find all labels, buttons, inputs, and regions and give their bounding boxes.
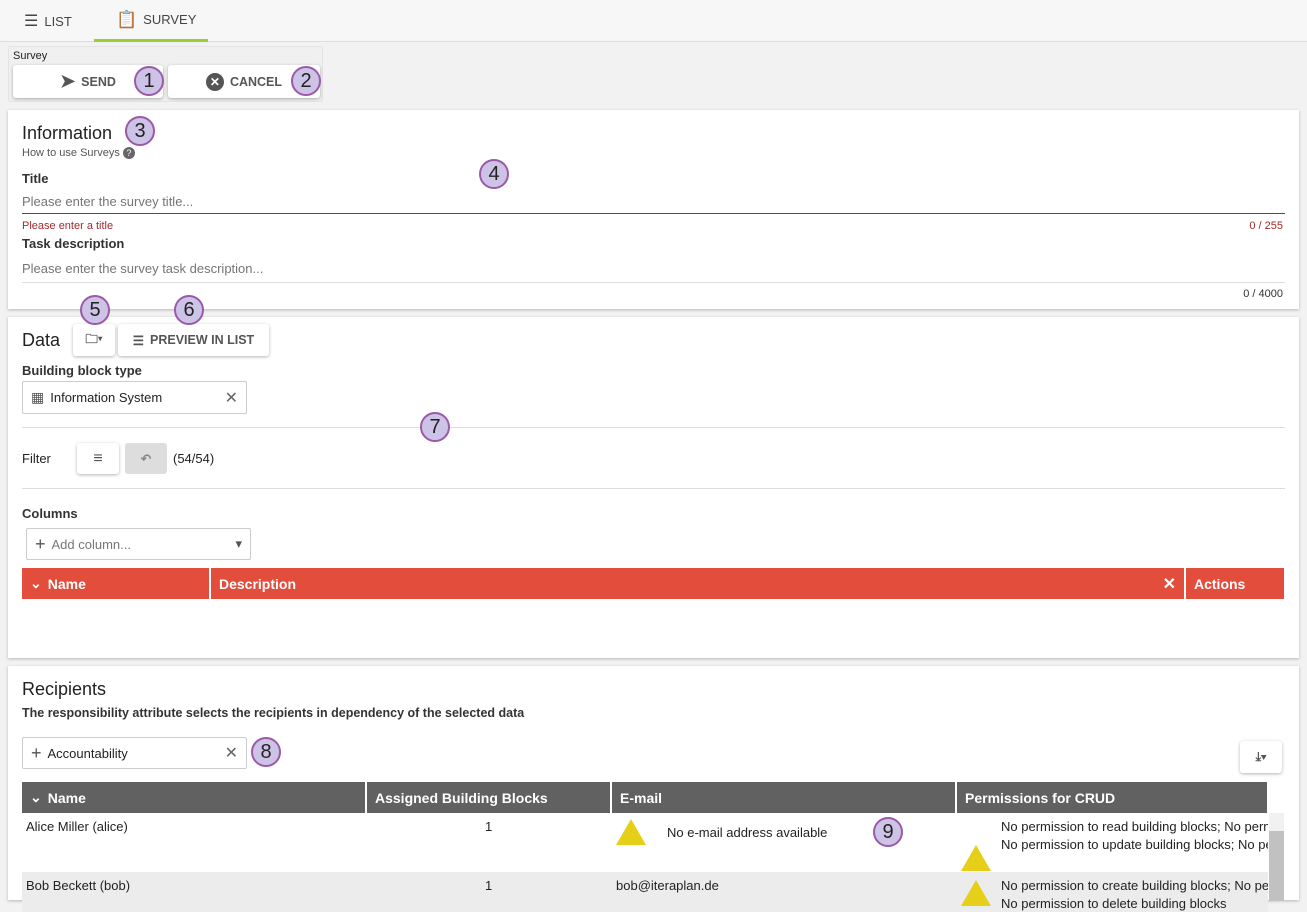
- filter-label: Filter: [22, 451, 51, 466]
- cancel-circle-icon: ✕: [205, 72, 224, 91]
- grid-icon: ▦: [31, 389, 45, 405]
- filter-count: (54/54): [173, 451, 215, 466]
- column-header-permissions[interactable]: Permissions for CRUD: [957, 782, 1267, 813]
- recipients-card: Recipients The responsibility attribute …: [8, 666, 1299, 912]
- information-heading: Information: [22, 123, 113, 143]
- send-icon: ➤: [60, 71, 76, 91]
- recipients-description: The responsibility attribute selects the…: [22, 706, 525, 720]
- clear-icon[interactable]: ✕: [224, 745, 238, 762]
- filter-button[interactable]: ≡: [77, 443, 119, 474]
- scrollbar[interactable]: [1269, 813, 1284, 901]
- survey-toolbar: Survey ➤ SEND ✕ CANCEL: [8, 46, 323, 102]
- data-card: Data 🗀▾ ☰ PREVIEW IN LIST Building block …: [8, 317, 1299, 658]
- responsibility-attribute-select[interactable]: + Accountability ✕: [22, 737, 247, 769]
- table-row[interactable]: Alice Miller (alice) 1 No e-mail address…: [22, 813, 1268, 872]
- building-block-select[interactable]: ▦ Information System ✕: [22, 381, 247, 414]
- add-column-select[interactable]: + Add column... ▾: [26, 528, 251, 560]
- folder-icon: 🗀▾: [85, 331, 103, 346]
- tab-list[interactable]: ☰ LIST: [24, 13, 72, 30]
- export-button[interactable]: ⤓▾: [1240, 741, 1282, 773]
- title-label: Title: [22, 171, 49, 186]
- description-input[interactable]: [22, 255, 1285, 283]
- column-header-description[interactable]: Description ✕: [211, 568, 1184, 599]
- table-row[interactable]: Bob Beckett (bob) 1 bob@iteraplan.de No …: [22, 872, 1268, 912]
- clipboard-icon: 📋: [116, 9, 138, 29]
- description-counter: 0 / 4000: [1243, 288, 1283, 300]
- column-header-actions: Actions: [1186, 568, 1284, 599]
- callout-badge: 8: [251, 737, 281, 767]
- download-icon: ⤓▾: [1255, 749, 1267, 764]
- filter-icon: ≡: [93, 449, 103, 467]
- column-header-assigned[interactable]: Assigned Building Blocks: [367, 782, 610, 813]
- column-header-name[interactable]: ⌄ Name: [22, 782, 365, 813]
- callout-badge: 5: [80, 295, 110, 325]
- callout-badge: 6: [174, 295, 204, 325]
- tab-survey[interactable]: 📋 SURVEY: [94, 0, 208, 42]
- folder-menu-button[interactable]: 🗀▾: [73, 324, 115, 356]
- preview-in-list-button[interactable]: ☰ PREVIEW IN LIST: [118, 324, 269, 356]
- information-card: Information How to use Surveys ? Title P…: [8, 110, 1299, 309]
- warning-icon: [961, 845, 991, 871]
- clear-icon[interactable]: ✕: [224, 389, 238, 407]
- list-icon: ☰: [24, 13, 39, 30]
- title-error: Please enter a title: [22, 220, 114, 232]
- help-link[interactable]: How to use Surveys ?: [22, 147, 135, 159]
- callout-badge: 4: [479, 159, 509, 189]
- chevron-down-icon: ⌄: [30, 575, 42, 591]
- plus-icon: +: [31, 742, 42, 763]
- columns-label: Columns: [22, 506, 78, 521]
- tab-bar: ☰ LIST 📋 SURVEY: [0, 0, 1307, 42]
- undo-icon: ↶: [140, 452, 152, 466]
- list-icon: ☰: [132, 333, 145, 348]
- help-icon: ?: [122, 147, 135, 159]
- recipients-heading: Recipients: [22, 679, 107, 699]
- dropdown-arrow-icon: ▾: [235, 536, 242, 551]
- title-counter: 0 / 255: [1249, 220, 1283, 232]
- warning-icon: [616, 819, 646, 845]
- toolbar-label: Survey: [13, 50, 48, 62]
- chevron-down-icon: ⌄: [30, 789, 42, 805]
- column-header-email[interactable]: E-mail: [612, 782, 955, 813]
- remove-column-icon[interactable]: ✕: [1162, 575, 1176, 593]
- warning-icon: [961, 880, 991, 906]
- callout-badge: 7: [420, 412, 450, 442]
- title-input[interactable]: [22, 190, 1285, 214]
- data-heading: Data: [22, 330, 61, 350]
- column-header-name[interactable]: ⌄ Name: [22, 568, 209, 599]
- callout-badge: 9: [873, 817, 903, 847]
- building-block-label: Building block type: [22, 363, 142, 378]
- undo-filter-button[interactable]: ↶: [125, 443, 167, 474]
- description-label: Task description: [22, 236, 125, 251]
- callout-badge: 2: [291, 66, 321, 96]
- callout-badge: 3: [125, 116, 155, 146]
- plus-icon: +: [35, 533, 46, 554]
- callout-badge: 1: [134, 66, 164, 96]
